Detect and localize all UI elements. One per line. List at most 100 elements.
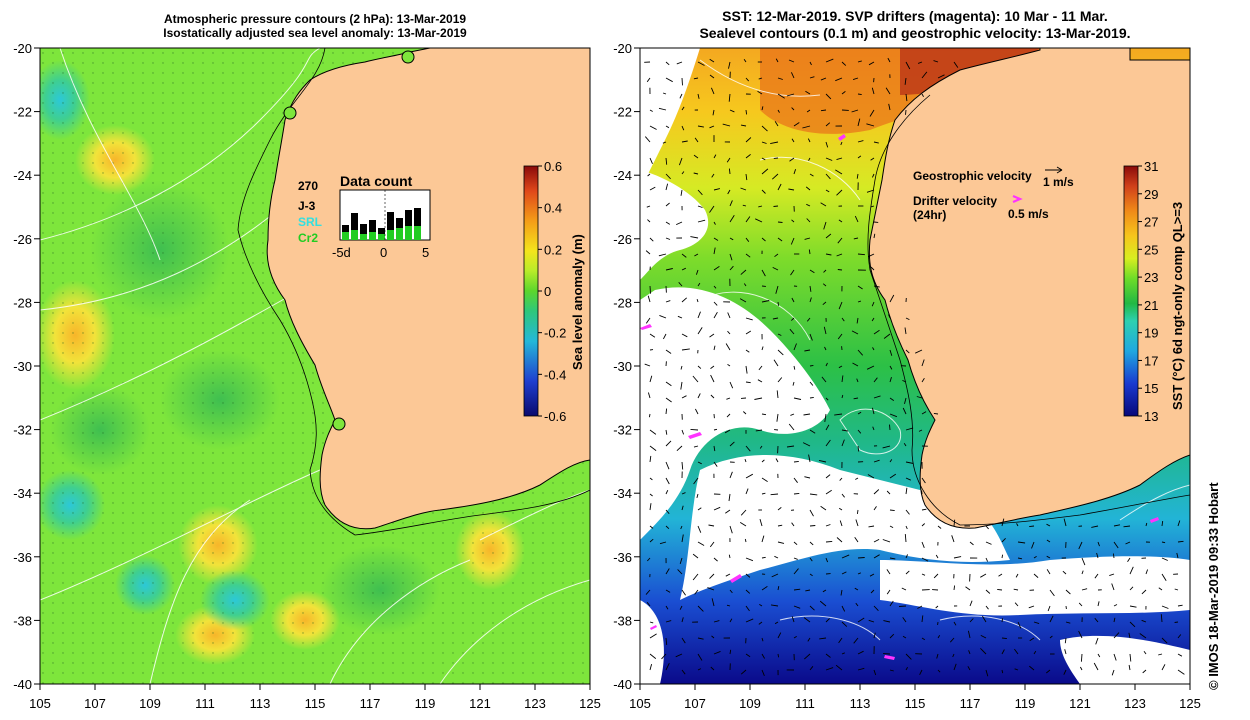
drifter-velocity-label: Drifter velocity xyxy=(913,194,997,208)
lon-tick-label: 111 xyxy=(195,696,215,711)
lat-tick-label: -38 xyxy=(13,613,32,628)
colorbar-tick-label: 19 xyxy=(1144,326,1158,341)
credit-text: © IMOS 18-Mar-2019 09:33 Hobart xyxy=(1206,482,1221,690)
lat-tick-label: -34 xyxy=(13,486,32,501)
velocity-arrow xyxy=(906,110,907,115)
velocity-arrow xyxy=(1081,654,1082,662)
lon-tick-label: 119 xyxy=(1015,696,1036,711)
tide-gauge-marker[interactable] xyxy=(284,107,296,119)
velocity-arrow xyxy=(890,510,895,511)
map-figure: 270 Data count J-3 SRL Cr2 -5d 0 5 xyxy=(0,0,1250,720)
velocity-arrow xyxy=(1175,622,1178,623)
lat-tick-label: -32 xyxy=(13,423,32,438)
colorbar-tick-label: 0.2 xyxy=(544,242,562,257)
colorbar-tick-label: 0.4 xyxy=(544,201,562,216)
colorbar-tick-label: 29 xyxy=(1144,187,1158,202)
inset-xtick: 5 xyxy=(422,245,429,260)
lon-tick-label: 121 xyxy=(469,696,491,711)
mission-cr2: Cr2 xyxy=(298,231,318,245)
colorbar-tick-label: 27 xyxy=(1144,215,1158,230)
sla-colorbar xyxy=(524,166,538,416)
lon-tick-label: 109 xyxy=(139,696,161,711)
inset-title: Data count xyxy=(340,173,413,189)
velocity-arrow xyxy=(810,365,813,366)
lon-tick-label: 113 xyxy=(850,696,871,711)
lon-tick-label: 121 xyxy=(1069,696,1091,711)
lon-tick-label: 117 xyxy=(360,696,381,711)
lon-tick-label: 115 xyxy=(905,696,926,711)
velocity-arrow xyxy=(810,526,815,527)
lon-tick-label: 105 xyxy=(29,696,51,711)
colorbar-tick-label: 15 xyxy=(1144,381,1158,396)
lat-tick-label: -40 xyxy=(13,677,32,692)
velocity-arrow xyxy=(794,493,799,494)
velocity-arrow xyxy=(1002,618,1003,622)
tide-gauge-marker[interactable] xyxy=(333,418,345,430)
lon-tick-label: 113 xyxy=(250,696,271,711)
lon-tick-label: 125 xyxy=(1179,696,1201,711)
velocity-arrow xyxy=(1113,554,1114,559)
lat-tick-label: -26 xyxy=(613,232,632,247)
lon-tick-label: 119 xyxy=(415,696,436,711)
lat-tick-label: -28 xyxy=(13,295,32,310)
velocity-arrow xyxy=(826,541,832,542)
lat-tick-label: -24 xyxy=(613,168,632,183)
lat-tick-label: -24 xyxy=(13,168,32,183)
lat-tick-label: -22 xyxy=(13,105,32,120)
colorbar-tick-label: 13 xyxy=(1144,409,1158,424)
sla-colorbar-label: Sea level anomaly (m) xyxy=(570,234,585,370)
inset-xtick: 0 xyxy=(380,245,387,260)
lat-tick-label: -20 xyxy=(613,41,632,56)
right-map: Geostrophic velocity 1 m/s Drifter veloc… xyxy=(640,48,1190,684)
colorbar-tick-label: -0.6 xyxy=(544,409,566,424)
velocity-arrow xyxy=(858,558,865,559)
sst-colorbar xyxy=(1124,166,1138,416)
velocity-arrow xyxy=(650,286,651,294)
lon-tick-label: 125 xyxy=(579,696,601,711)
velocity-arrow xyxy=(899,606,906,607)
lat-tick-label: -30 xyxy=(613,359,632,374)
lon-tick-label: 107 xyxy=(684,696,706,711)
velocity-arrow xyxy=(857,510,858,514)
colorbar-tick-label: 0.6 xyxy=(544,159,562,174)
velocity-arrow xyxy=(1002,638,1007,639)
velocity-arrow xyxy=(1029,526,1034,527)
lat-tick-label: -36 xyxy=(13,550,32,565)
lat-tick-label: -38 xyxy=(613,613,632,628)
velocity-arrow xyxy=(890,425,891,430)
velocity-arrow xyxy=(934,413,938,414)
lon-tick-label: 109 xyxy=(739,696,761,711)
velocity-arrow xyxy=(729,169,730,174)
colorbar-tick-label: 31 xyxy=(1144,159,1158,174)
sst-colorbar-label: SST (°C) 6d ngt-only comp QL>=3 xyxy=(1170,202,1185,410)
colorbar-tick-label: 0 xyxy=(544,284,551,299)
colorbar-tick-label: 17 xyxy=(1144,353,1158,368)
colorbar-tick-label: -0.4 xyxy=(544,367,566,382)
left-map: 270 Data count J-3 SRL Cr2 -5d 0 5 xyxy=(30,48,590,684)
velocity-arrow xyxy=(649,414,650,417)
geo-velocity-label: Geostrophic velocity xyxy=(913,169,1032,183)
colorbar-tick-label: -0.2 xyxy=(544,326,566,341)
velocity-arrow xyxy=(778,302,779,306)
colorbar-tick-label: 23 xyxy=(1144,270,1158,285)
velocity-arrow xyxy=(1002,555,1003,558)
mission-j3: J-3 xyxy=(298,199,316,213)
geo-scale-label: 1 m/s xyxy=(1043,175,1074,189)
velocity-arrow xyxy=(778,654,779,657)
velocity-arrow xyxy=(746,110,747,114)
velocity-arrow xyxy=(682,78,683,85)
velocity-arrow xyxy=(691,429,699,430)
velocity-arrow xyxy=(666,409,667,414)
drifter-scale-label: 0.5 m/s xyxy=(1008,207,1049,221)
lon-tick-label: 105 xyxy=(629,696,651,711)
lon-tick-label: 115 xyxy=(305,696,326,711)
lon-tick-label: 117 xyxy=(960,696,981,711)
velocity-arrow xyxy=(858,94,862,95)
velocity-arrow xyxy=(810,397,814,398)
inset-max-count: 270 xyxy=(298,179,318,193)
velocity-arrow xyxy=(778,222,783,223)
velocity-arrow xyxy=(954,586,955,591)
tide-gauge-marker[interactable] xyxy=(402,51,414,63)
lat-tick-label: -36 xyxy=(613,550,632,565)
lat-tick-label: -22 xyxy=(613,105,632,120)
